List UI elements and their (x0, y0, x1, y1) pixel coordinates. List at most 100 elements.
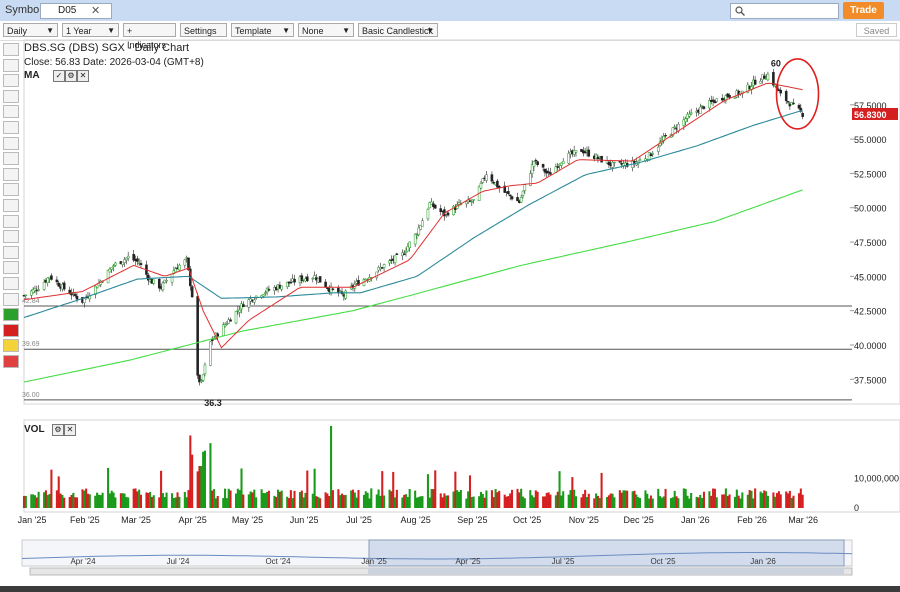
candle-body (700, 105, 704, 107)
volume-bar (375, 494, 378, 508)
candle-body (697, 109, 700, 113)
cursor-tool-icon[interactable] (3, 58, 19, 72)
ma-visibility-checkbox[interactable]: ✓ (53, 70, 65, 82)
arrow-line-tool-icon[interactable] (3, 167, 19, 181)
candle-body (254, 295, 258, 299)
indicators-button[interactable]: + Indicators (123, 23, 176, 50)
candle-body (304, 278, 307, 282)
volume-bar (110, 490, 113, 508)
volume-bar (280, 490, 283, 508)
volume-bar (123, 493, 126, 508)
ma-settings-gear-icon[interactable]: ⚙ (65, 70, 77, 82)
candle-body (176, 267, 179, 270)
volume-bar (119, 493, 122, 508)
vol-settings-gear-icon[interactable]: ⚙ (52, 424, 64, 436)
overlay-select[interactable]: None ▼ (298, 23, 354, 37)
ellipse-tool-icon[interactable] (3, 261, 19, 275)
template-select[interactable]: Template ▼ (231, 23, 294, 37)
candle-body (125, 257, 128, 261)
down-arrow-tool-icon[interactable] (3, 323, 19, 337)
volume-bar (202, 451, 205, 508)
vertical-line-tool-icon[interactable] (3, 89, 19, 103)
candle-body (262, 294, 265, 297)
arc-tool-icon[interactable] (3, 183, 19, 197)
symbol-input[interactable]: D05 ✕ (40, 3, 112, 19)
trade-button[interactable]: Trade (843, 2, 884, 19)
candle-body (764, 78, 768, 80)
up-arrow-tool-icon[interactable] (3, 308, 19, 322)
chart-style-select[interactable]: Basic Candlestick ▼ (358, 23, 438, 37)
trend-line-tool-icon[interactable] (3, 105, 19, 119)
candle-body (711, 99, 715, 102)
volume-bar (44, 490, 47, 508)
candle-body (106, 270, 110, 284)
text-tool-icon[interactable] (3, 292, 19, 306)
settings-button[interactable]: Settings (180, 23, 227, 37)
volume-bar (702, 491, 705, 508)
candle-body (761, 74, 764, 80)
candle-body (797, 104, 801, 109)
candle-body (541, 164, 545, 168)
volume-bar (368, 498, 371, 508)
channel-tool-icon[interactable] (3, 152, 19, 166)
extended-line-tool-icon[interactable] (3, 136, 19, 150)
chevron-down-icon: ▼ (282, 26, 290, 35)
saved-button[interactable]: Saved (856, 23, 897, 37)
candle-body (145, 264, 148, 275)
volume-bar (43, 492, 46, 508)
candle-body (368, 277, 371, 282)
volume-bar (529, 490, 532, 508)
volume-bar (558, 471, 561, 508)
candle-body (216, 333, 220, 337)
candle-body (97, 282, 101, 287)
eraser-tool-icon[interactable] (3, 354, 19, 368)
fullscreen-tool-icon[interactable] (3, 43, 19, 56)
gann-tool-icon[interactable] (3, 276, 19, 290)
volume-bar (741, 492, 744, 508)
candle-body (249, 298, 252, 302)
ma-remove-close-icon[interactable]: ✕ (77, 70, 89, 82)
volume-bar (351, 489, 355, 508)
rectangle-tool-icon[interactable] (3, 198, 19, 212)
ray-tool-icon[interactable] (3, 120, 19, 134)
volume-bar (432, 489, 435, 508)
vol-remove-close-icon[interactable]: ✕ (64, 424, 76, 436)
volume-bar (516, 488, 519, 508)
remove-symbol-icon[interactable]: ✕ (91, 5, 101, 17)
search-input[interactable] (730, 3, 839, 19)
candle-body (775, 85, 779, 90)
volume-bar (580, 497, 583, 508)
volume-bar (300, 490, 303, 508)
candle-body (406, 246, 410, 252)
fan-tool-icon[interactable] (3, 230, 19, 244)
interval-select[interactable]: Daily ▼ (3, 23, 58, 37)
candle-body (677, 123, 680, 132)
volume-bar (765, 491, 768, 508)
range-select[interactable]: 1 Year ▼ (62, 23, 119, 37)
volume-bar (622, 490, 625, 508)
candle-body (382, 264, 386, 268)
candle-body (353, 283, 357, 289)
highlighter-tool-icon[interactable] (3, 339, 19, 353)
volume-bar (468, 475, 472, 508)
candle-body (547, 171, 550, 173)
chart-toolbar: Daily ▼ 1 Year ▼ + Indicators Settings Tem… (0, 21, 900, 50)
grid-tool-icon[interactable] (3, 245, 19, 259)
volume-bar (353, 492, 356, 508)
support-line-label: 42.84 (22, 298, 40, 305)
volume-bar (150, 496, 153, 508)
volume-bar (774, 496, 777, 508)
volume-bar (445, 495, 448, 508)
volume-bar (379, 495, 382, 508)
candle-body (50, 275, 53, 280)
candle-body (267, 289, 271, 291)
fibonacci-tool-icon[interactable] (3, 214, 19, 228)
x-tick-label: Dec '25 (624, 515, 654, 525)
horizontal-line-tool-icon[interactable] (3, 74, 19, 88)
candle-body (466, 199, 470, 203)
candle-body (675, 127, 678, 130)
candle-body (777, 89, 781, 92)
volume-bar (326, 493, 329, 508)
volume-bar (715, 497, 718, 508)
